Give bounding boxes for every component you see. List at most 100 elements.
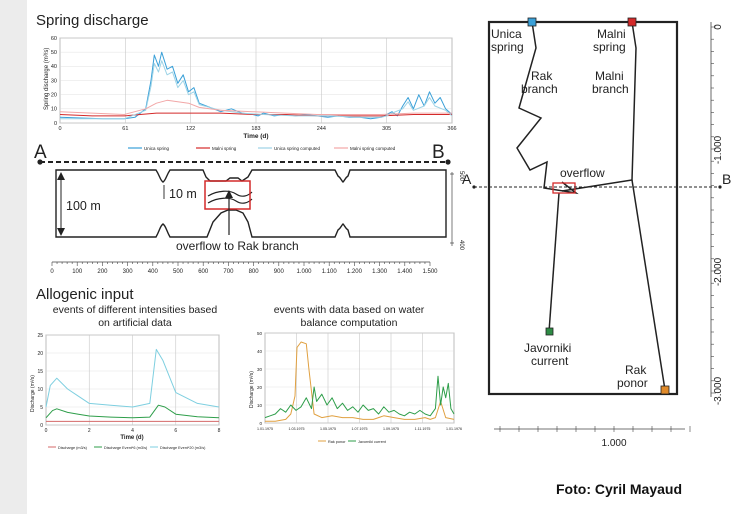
y-tick-label: 5 bbox=[40, 405, 43, 411]
section-endpoint-a bbox=[37, 159, 43, 165]
malni-label-1: Malni bbox=[597, 27, 626, 41]
y-tick-label: 50 bbox=[257, 331, 263, 336]
series-line-3 bbox=[59, 99, 452, 115]
left-series-group bbox=[45, 348, 220, 422]
overflow-highlight-box bbox=[204, 180, 251, 210]
malni-label-2: spring bbox=[593, 40, 626, 54]
series-line-0 bbox=[265, 341, 455, 422]
water-balance-events-chart: 1.01.1975 1.03.1975 1.05.1975 1.07.1975 1.09… bbox=[249, 331, 462, 444]
y-tick-label: 20 bbox=[37, 351, 43, 357]
right-legend-2: Javorniki current bbox=[358, 440, 387, 444]
allogenic-left-subtitle-2: on artificial data bbox=[98, 317, 172, 329]
unica-label-1: Unica bbox=[491, 27, 522, 41]
right-ylabel: Discharge (m³/s) bbox=[249, 371, 255, 408]
conduit-body bbox=[55, 169, 447, 238]
x-tick-label: 1.05.1975 bbox=[320, 427, 336, 431]
x-tick-label: 366 bbox=[447, 126, 456, 132]
x-tick-label: 1.01.1975 bbox=[257, 427, 273, 431]
malni-branch-label-1: Malni bbox=[595, 69, 624, 83]
spring-legend: Unica spring Malni spring Unica spring c… bbox=[128, 146, 396, 151]
y-tick-label: 10 bbox=[257, 403, 263, 408]
height-arrow-bottom bbox=[57, 228, 65, 236]
spring-gridlines bbox=[59, 37, 453, 124]
left-legend-3: Discharge Event*20 (m3/s) bbox=[160, 446, 206, 450]
left-sidebar-strip bbox=[0, 0, 27, 514]
x-tick-label: 122 bbox=[186, 126, 195, 132]
x-tick-label: 1.09.1975 bbox=[383, 427, 399, 431]
distance-tick-label: 900 bbox=[274, 269, 285, 275]
distance-tick-label: 600 bbox=[198, 269, 209, 275]
distance-tick-label: 1.400 bbox=[397, 269, 413, 275]
y-tick-label: 30 bbox=[257, 367, 263, 372]
y-tick-label: 60 bbox=[51, 36, 57, 42]
javorniki-label-1: Javorniki bbox=[524, 341, 571, 355]
map-overflow-box bbox=[552, 182, 576, 194]
map-frame bbox=[487, 20, 679, 396]
right-x-ticks: 1.01.1975 1.03.1975 1.05.1975 1.07.1975 1.09… bbox=[257, 427, 462, 431]
y-tick-label: 40 bbox=[257, 349, 263, 354]
distance-tick-label: 1.500 bbox=[422, 269, 438, 275]
rak-ponor-label-1: Rak bbox=[625, 363, 647, 377]
section-label-b: B bbox=[432, 142, 445, 163]
map-right-ticks bbox=[711, 26, 716, 394]
rak-ponor-label-2: ponor bbox=[617, 376, 648, 390]
spring-discharge-chart: 0 61 122 183 244 305 366 0 10 20 30 40 50 60 Spring … bbox=[44, 36, 457, 151]
map-bottom-ticks bbox=[499, 426, 691, 432]
artificial-events-chart: 0 2 4 6 8 0 5 10 15 20 25 Discharge (m³/s) Time (… bbox=[30, 333, 221, 450]
x-tick-label: 8 bbox=[218, 428, 221, 434]
malni-branch-label-2: branch bbox=[592, 82, 629, 96]
x-tick-label: 183 bbox=[251, 126, 260, 132]
map-bottom-label: 1.000 bbox=[601, 438, 626, 449]
map-label-a: A bbox=[462, 171, 472, 187]
series-line-1 bbox=[59, 112, 452, 117]
plan-view-map: Unica spring Malni spring Rak branch Mal… bbox=[462, 17, 731, 449]
overflow-to-rak-label: overflow to Rak branch bbox=[176, 239, 299, 253]
unica-label-2: spring bbox=[491, 40, 524, 54]
rak-ponor-conduit bbox=[631, 179, 666, 391]
distance-tick-label: 800 bbox=[249, 269, 260, 275]
x-tick-label: 2 bbox=[88, 428, 91, 434]
map-section-endpoint-a bbox=[472, 185, 476, 189]
malni-branch-conduit bbox=[561, 21, 637, 192]
legend-malni-computed: Malni spring computed bbox=[350, 146, 396, 151]
x-tick-label: 244 bbox=[317, 126, 326, 132]
map-axis-0: 0 bbox=[713, 24, 724, 30]
gap-label: 10 m bbox=[169, 187, 197, 201]
x-tick-label: 61 bbox=[122, 126, 128, 132]
left-legend-2: Discharge Event*6 (m3/s) bbox=[104, 446, 148, 450]
legend-unica: Unica spring bbox=[144, 146, 170, 151]
x-tick-label: 6 bbox=[174, 428, 177, 434]
map-section-endpoint-b bbox=[718, 185, 722, 189]
allogenic-right-subtitle-1: events with data based on water bbox=[274, 304, 425, 316]
left-y-ticks: 0 5 10 15 20 25 bbox=[37, 333, 43, 429]
javorniki-label-2: current bbox=[531, 354, 569, 368]
distance-tick-labels: 0 100 200 300 400 500 600 700 800 900 1.000 1.100 1.… bbox=[50, 269, 438, 275]
distance-tick-label: 1.100 bbox=[322, 269, 338, 275]
javorniki-marker bbox=[545, 327, 554, 336]
distance-tick-label: 0 bbox=[50, 269, 54, 275]
y-tick-label: 20 bbox=[51, 92, 57, 98]
section-elev-500: 500 bbox=[458, 171, 464, 182]
y-tick-label: 0 bbox=[54, 121, 57, 127]
rak-ponor-marker bbox=[660, 385, 670, 395]
right-series-group bbox=[264, 341, 455, 422]
series-line-1 bbox=[264, 375, 455, 419]
legend-unica-computed: Unica spring computed bbox=[274, 146, 321, 151]
rak-branch-label-2: branch bbox=[521, 82, 558, 96]
overflow-arrow-head bbox=[225, 190, 233, 198]
y-tick-label: 10 bbox=[51, 107, 57, 113]
spring-panel-title: Spring discharge bbox=[36, 12, 149, 29]
distance-minor-ticks bbox=[51, 262, 431, 266]
cross-section-ab: A B 100 m 10 m overflow to Rak branch 50… bbox=[34, 142, 464, 275]
y-tick-label: 0 bbox=[259, 421, 262, 426]
spring-series-group bbox=[59, 51, 453, 120]
series-line-1 bbox=[45, 404, 220, 419]
photo-credit: Foto: Cyril Mayaud bbox=[556, 481, 683, 497]
distance-tick-label: 1.000 bbox=[296, 269, 312, 275]
section-label-a: A bbox=[34, 142, 47, 163]
spring-y-ticks: 0 10 20 30 40 50 60 bbox=[51, 36, 57, 127]
distance-tick-label: 300 bbox=[123, 269, 134, 275]
distance-tick-label: 700 bbox=[223, 269, 234, 275]
spring-x-ticks: 0 61 122 183 244 305 366 bbox=[58, 126, 456, 132]
left-gridlines bbox=[45, 334, 220, 426]
